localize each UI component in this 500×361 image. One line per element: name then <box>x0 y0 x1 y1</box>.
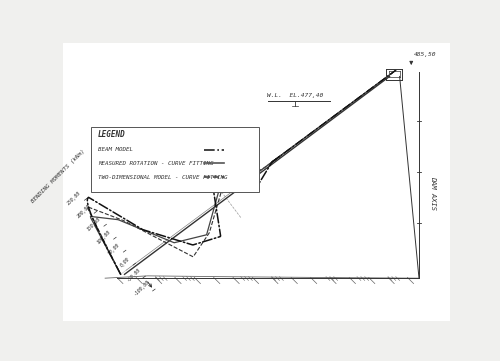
Text: W.L.  EL.477,40: W.L. EL.477,40 <box>267 93 324 98</box>
Text: BEAM MODEL: BEAM MODEL <box>98 147 133 152</box>
Text: 250,00: 250,00 <box>67 190 82 206</box>
Text: 100,00: 100,00 <box>96 229 112 244</box>
Text: DAM AXIS: DAM AXIS <box>430 177 436 210</box>
Text: LEGEND: LEGEND <box>98 130 126 139</box>
Text: TWO-DIMENSIONAL MODEL - CURVE FITTING: TWO-DIMENSIONAL MODEL - CURVE FITTING <box>98 175 228 180</box>
Text: 200,00: 200,00 <box>76 203 92 219</box>
FancyBboxPatch shape <box>91 127 260 192</box>
Text: BENDING MOMENTS (kNm): BENDING MOMENTS (kNm) <box>31 148 86 204</box>
Text: -100,00: -100,00 <box>133 280 151 297</box>
Text: -50,00: -50,00 <box>126 268 141 283</box>
Text: 150,00: 150,00 <box>86 216 102 231</box>
Text: 50,00: 50,00 <box>108 243 122 256</box>
Text: 0,00: 0,00 <box>120 257 132 269</box>
Text: 485,50: 485,50 <box>414 52 436 57</box>
Text: MEASURED ROTATION - CURVE FITTING: MEASURED ROTATION - CURVE FITTING <box>98 161 214 166</box>
